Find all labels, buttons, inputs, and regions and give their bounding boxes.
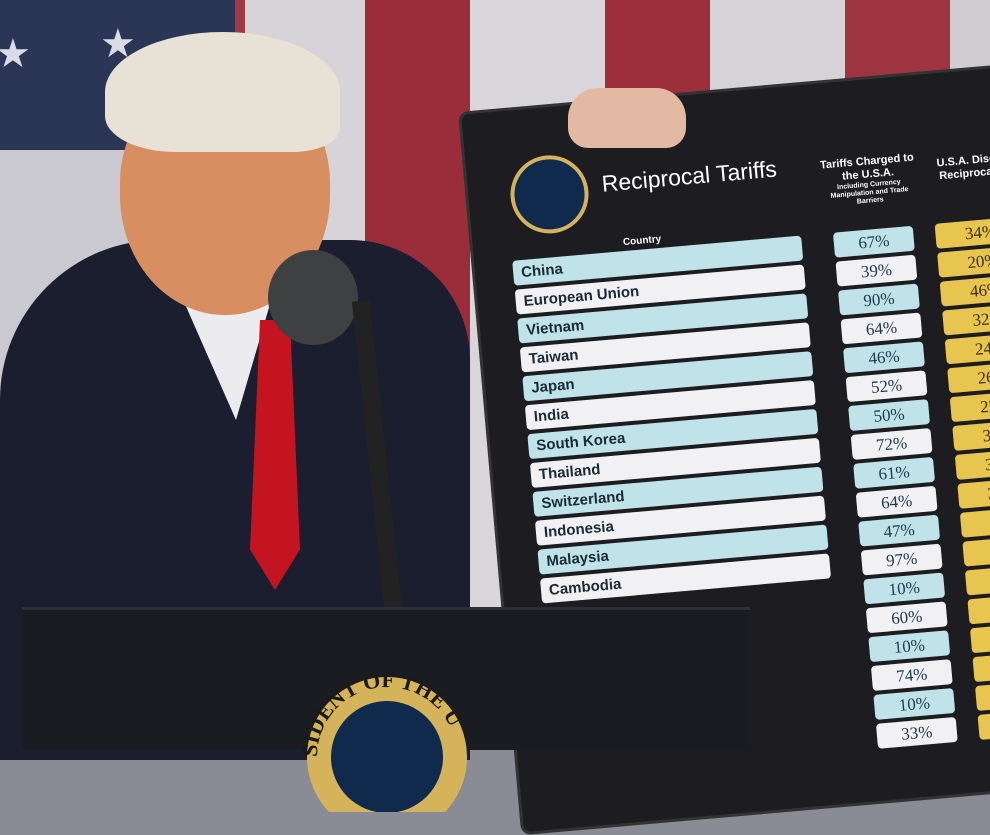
podium: SIDENT OF THE U xyxy=(22,607,750,812)
presidential-seal-icon xyxy=(507,152,592,237)
tariff-charged-cell: 90% xyxy=(838,283,920,316)
tariff-charged-cell: 74% xyxy=(870,659,953,692)
tariff-charged-cell: 39% xyxy=(835,254,918,287)
board-title: Reciprocal Tariffs xyxy=(600,155,778,197)
discounted-tariff-cell: 10% xyxy=(975,678,990,712)
tariff-charged-cell: 46% xyxy=(843,341,925,374)
discounted-tariff-cell: 32% xyxy=(942,302,990,336)
discounted-tariff-cell: 32% xyxy=(957,476,990,509)
hand-holding-board xyxy=(568,88,686,148)
tariff-charged-cell: 50% xyxy=(848,399,930,432)
discounted-tariff-cell: 34% xyxy=(934,216,990,249)
tariff-charged-cell: 10% xyxy=(863,572,946,605)
tariff-charged-cell: 10% xyxy=(873,688,956,720)
microphone xyxy=(268,250,358,345)
podium-seal-icon: SIDENT OF THE U xyxy=(297,672,468,812)
tariff-charged-cell: 67% xyxy=(832,225,915,258)
discounted-tariff-cell: 36% xyxy=(952,418,990,452)
discounted-tariffs-header: U.S.A. Discounted Reciprocal Tariffs xyxy=(936,149,990,183)
discounted-tariff-cell: 37% xyxy=(972,649,990,683)
tariff-charged-cell: 64% xyxy=(840,312,923,345)
tariff-charged-cell: 52% xyxy=(845,370,928,403)
tariffs-charged-header: Tariffs Charged to the U.S.A. Including … xyxy=(819,151,919,209)
discounted-tariff-cell: 17% xyxy=(977,707,990,740)
tariff-charged-cell: 60% xyxy=(865,601,948,634)
discounted-tariff-cell: 26% xyxy=(947,360,990,394)
discounted-tariff-cell: 49% xyxy=(962,533,990,567)
discounted-tariff-cell: 24% xyxy=(944,331,990,365)
discounted-tariff-cell: 10% xyxy=(964,562,990,596)
discounted-tariff-cell: 25% xyxy=(949,389,990,423)
discounted-tariff-cell: 46% xyxy=(939,273,990,307)
speaker-hair xyxy=(105,32,340,152)
tariff-charged-cell: 97% xyxy=(860,543,943,576)
discounted-tariff-cell: 20% xyxy=(937,244,990,278)
tariff-charged-cell: 72% xyxy=(850,428,933,460)
red-tie xyxy=(250,320,300,590)
discounted-tariff-cell: 31% xyxy=(954,447,990,480)
discounted-tariff-cell: 30% xyxy=(967,591,990,625)
tariff-charged-cell: 64% xyxy=(855,485,938,518)
tariffs-subheader: Including Currency Manipulation and Trad… xyxy=(830,178,909,206)
tariff-charged-cell: 33% xyxy=(875,716,958,749)
discounted-tariff-cell: 24% xyxy=(959,504,990,538)
tariff-charged-cell: 47% xyxy=(858,514,941,547)
tariff-charged-cell: 10% xyxy=(868,630,951,663)
country-header: Country xyxy=(622,233,662,249)
tariff-charged-cell: 61% xyxy=(853,456,936,489)
discounted-tariff-cell: 10% xyxy=(969,620,990,654)
